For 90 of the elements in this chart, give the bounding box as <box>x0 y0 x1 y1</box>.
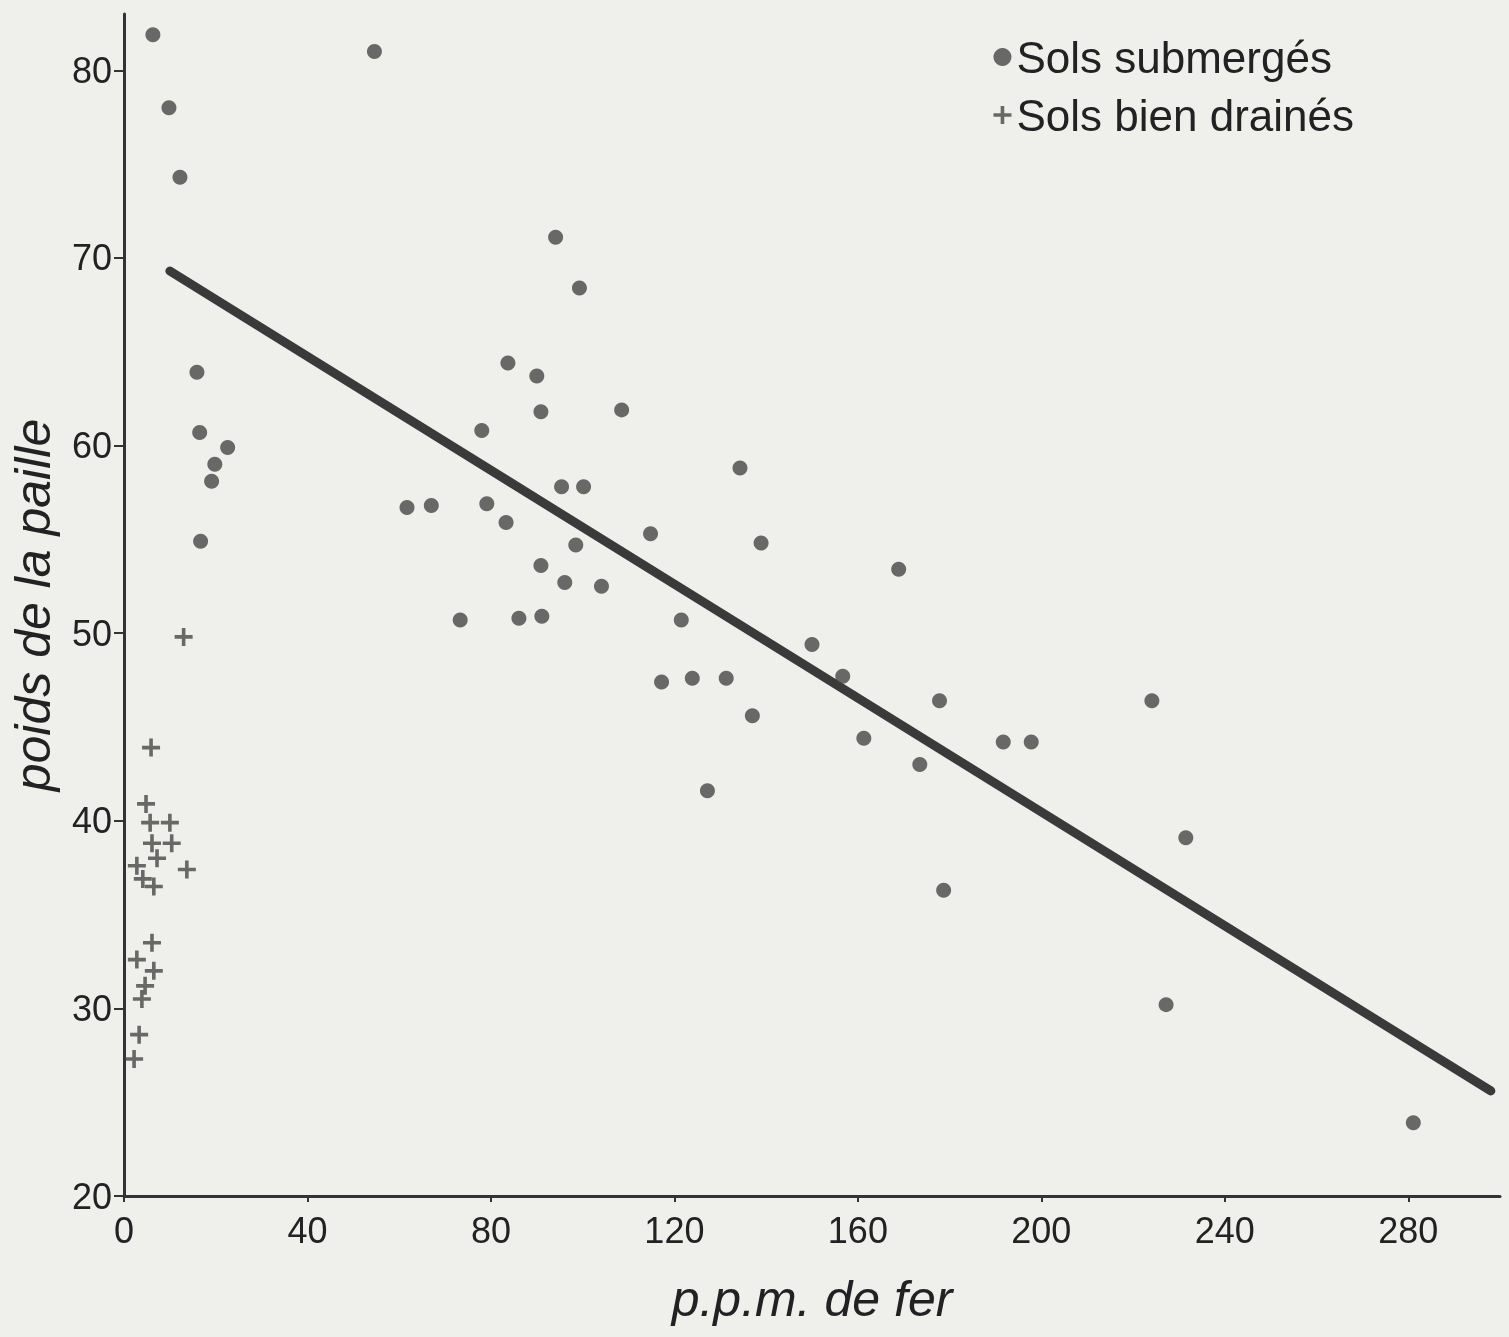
point <box>127 950 146 969</box>
point <box>936 882 952 898</box>
point <box>207 456 223 472</box>
point <box>1405 1115 1421 1131</box>
y-tick-label: 20 <box>71 1175 112 1217</box>
point <box>1144 693 1160 709</box>
point <box>142 738 161 757</box>
point <box>856 730 872 746</box>
point <box>192 424 208 440</box>
point <box>529 368 545 384</box>
point <box>145 27 161 43</box>
legend-label: Sols bien drainés <box>1016 90 1355 140</box>
point <box>144 877 163 896</box>
point <box>1178 830 1194 846</box>
x-axis-title: p.p.m. de fer <box>669 1271 955 1327</box>
point <box>643 526 659 542</box>
x-tick-label: 280 <box>1378 1209 1439 1251</box>
point <box>654 674 670 690</box>
point <box>995 734 1011 750</box>
point <box>399 499 415 515</box>
legend-label: Sols submergés <box>1016 32 1332 82</box>
x-tick-label: 120 <box>644 1209 705 1251</box>
point <box>500 355 516 371</box>
point <box>1023 734 1039 750</box>
x-tick-label: 200 <box>1011 1209 1072 1251</box>
point <box>132 990 151 1008</box>
point <box>161 100 177 116</box>
point <box>136 976 155 995</box>
y-tick-label: 70 <box>71 237 112 279</box>
point <box>548 229 564 245</box>
point <box>174 627 193 646</box>
point <box>699 783 715 799</box>
x-tick-label: 160 <box>827 1209 888 1251</box>
point <box>144 961 163 980</box>
point <box>568 537 584 553</box>
point <box>172 169 188 185</box>
point <box>193 533 209 549</box>
point <box>177 860 196 879</box>
point <box>673 612 689 628</box>
point <box>498 514 514 530</box>
point <box>142 933 161 952</box>
point <box>614 402 630 418</box>
point <box>744 708 760 724</box>
point <box>133 869 152 888</box>
point <box>571 280 587 296</box>
point <box>479 496 495 512</box>
point <box>732 460 748 476</box>
point <box>835 668 851 684</box>
point <box>366 44 382 60</box>
point <box>130 1025 149 1044</box>
point <box>204 473 220 489</box>
point <box>127 856 146 875</box>
point <box>533 558 549 574</box>
point <box>891 561 907 577</box>
x-tick-label: 40 <box>287 1209 328 1251</box>
point <box>141 813 160 832</box>
point <box>452 612 468 628</box>
point <box>912 756 928 772</box>
y-tick-label: 80 <box>71 49 112 91</box>
point <box>718 670 734 686</box>
point <box>593 578 609 594</box>
point <box>423 498 439 514</box>
point <box>753 535 769 551</box>
point <box>148 849 167 868</box>
y-axis-title: poids de la paille <box>5 418 61 794</box>
y-tick-label: 40 <box>71 800 112 842</box>
point <box>533 404 549 420</box>
point <box>162 834 181 853</box>
point <box>1158 997 1174 1013</box>
y-tick-label: 50 <box>71 612 112 654</box>
point <box>125 1050 144 1069</box>
point <box>576 479 592 495</box>
point <box>474 423 490 439</box>
point <box>534 608 550 624</box>
x-tick-label: 0 <box>113 1209 135 1251</box>
point <box>804 636 820 652</box>
y-tick-label: 30 <box>71 987 112 1029</box>
point <box>932 693 948 709</box>
point <box>220 439 236 455</box>
point <box>137 794 156 813</box>
point <box>511 610 527 626</box>
y-tick-label: 60 <box>71 425 112 467</box>
x-tick-label: 80 <box>470 1209 511 1251</box>
point <box>684 670 700 686</box>
point <box>554 479 570 495</box>
point <box>189 364 205 380</box>
point <box>160 813 179 832</box>
point <box>557 574 573 590</box>
point <box>142 834 161 853</box>
x-tick-label: 240 <box>1194 1209 1255 1251</box>
